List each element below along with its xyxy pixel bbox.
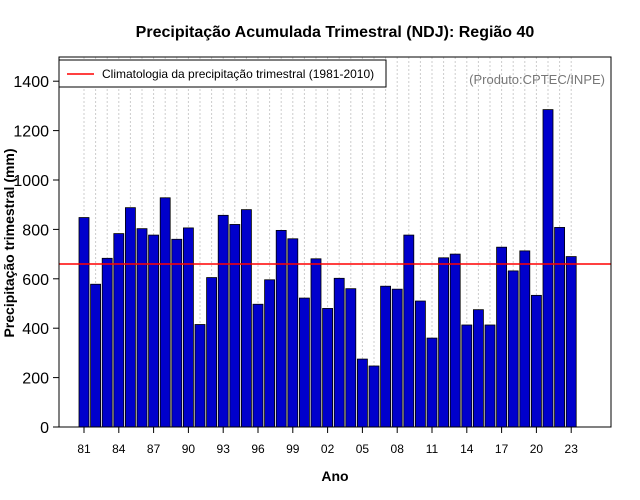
bar-96 — [252, 303, 264, 428]
x-tick-label: 87 — [147, 442, 161, 456]
bar-22 — [554, 227, 565, 428]
bar-08 — [391, 288, 403, 428]
bar-85 — [125, 207, 136, 428]
bars — [78, 109, 577, 428]
chart-title: Precipitação Acumulada Trimestral (NDJ):… — [136, 24, 535, 41]
x-tick-label: 20 — [530, 442, 544, 456]
x-tick-label: 81 — [77, 442, 91, 456]
product-credit: (Produto:CPTEC/INPE) — [469, 72, 605, 87]
bar-10 — [414, 300, 426, 428]
bar-91 — [194, 324, 206, 428]
bar-03 — [333, 277, 345, 428]
bar-00 — [298, 297, 310, 428]
legend-box — [58, 59, 387, 88]
bar-13 — [449, 253, 461, 428]
bar-17 — [496, 246, 508, 428]
bar-04 — [345, 288, 357, 428]
x-tick-label: 11 — [426, 442, 439, 456]
bar-07 — [380, 285, 392, 428]
y-tick-label: 400 — [22, 321, 49, 338]
bar-11 — [426, 337, 438, 428]
bar-01 — [310, 258, 322, 428]
bar-06 — [368, 365, 380, 428]
x-tick-label: 93 — [217, 442, 231, 456]
x-tick-label: 14 — [460, 442, 474, 456]
bar-23 — [565, 256, 577, 428]
bar-15 — [472, 309, 484, 428]
bar-83 — [101, 257, 113, 428]
y-axis-label: Precipitação trimestral (mm) — [1, 148, 17, 337]
x-axis: 81 84 87 90 93 96 99 02 05 08 11 14 17 20 23 — [77, 427, 578, 456]
bar-20 — [531, 294, 542, 428]
bar-02 — [322, 308, 334, 428]
plot-frame — [58, 56, 612, 428]
bar-82 — [90, 283, 101, 428]
x-tick-label: 05 — [356, 442, 370, 456]
bar-95 — [240, 209, 252, 428]
bar-12 — [438, 257, 450, 428]
bar-98 — [275, 229, 287, 428]
y-tick-label: 200 — [22, 371, 49, 388]
x-axis-label: Ano — [321, 468, 348, 484]
x-tick-label: 96 — [251, 442, 265, 456]
y-tick-label: 0 — [40, 420, 49, 437]
bar-94 — [229, 224, 241, 428]
y-tick-label: 1000 — [13, 173, 49, 190]
legend-label: Climatologia da precipitação trimestral … — [102, 67, 374, 81]
y-tick-label: 600 — [22, 272, 49, 289]
bar-88 — [159, 197, 171, 428]
bar-84 — [113, 233, 125, 428]
bar-90 — [182, 227, 194, 428]
bar-92 — [206, 277, 218, 428]
bar-05 — [356, 358, 368, 428]
bar-89 — [171, 238, 183, 428]
y-tick-label: 800 — [22, 222, 49, 239]
x-tick-label: 99 — [286, 442, 300, 456]
bar-14 — [461, 324, 473, 428]
bar-19 — [519, 250, 531, 428]
bar-97 — [264, 279, 276, 428]
x-tick-label: 84 — [112, 442, 126, 456]
bar-21 — [542, 109, 554, 428]
bar-81 — [78, 217, 90, 428]
bar-86 — [136, 228, 148, 428]
y-tick-label: 1400 — [13, 74, 49, 91]
x-tick-label: 90 — [182, 442, 196, 456]
y-tick-label: 1200 — [13, 124, 49, 141]
x-tick-label: 23 — [565, 442, 579, 456]
x-tick-label: 08 — [391, 442, 405, 456]
x-tick-label: 02 — [321, 442, 335, 456]
bar-93 — [217, 214, 229, 428]
bar-99 — [287, 238, 299, 428]
legend: Climatologia da precipitação trimestral … — [58, 59, 387, 88]
bar-18 — [507, 270, 519, 428]
x-tick-label: 17 — [495, 442, 509, 456]
y-axis: 0 200 400 600 800 1000 1200 1400 — [13, 74, 59, 437]
bar-16 — [484, 324, 496, 428]
